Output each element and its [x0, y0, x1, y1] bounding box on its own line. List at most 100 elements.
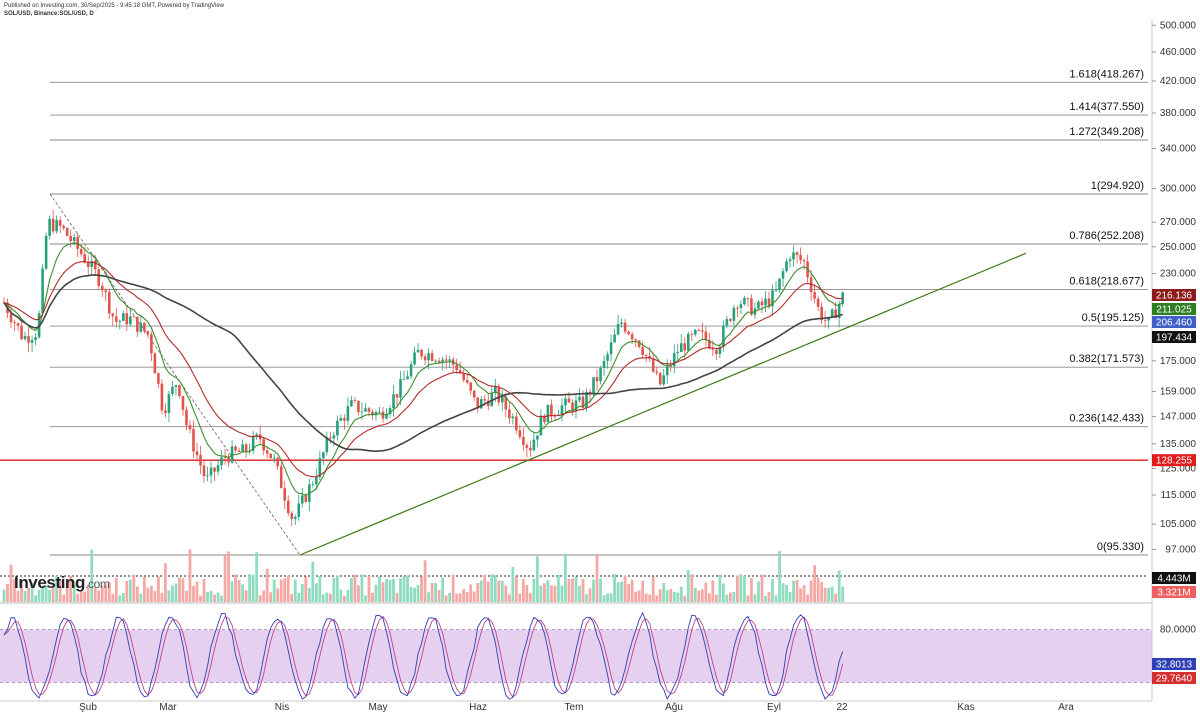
candle-body	[599, 367, 602, 382]
candle-body	[679, 343, 683, 352]
candle-body	[609, 342, 613, 355]
volume-bar	[272, 579, 276, 602]
volume-bar	[423, 560, 427, 602]
volume-bar	[507, 594, 511, 602]
stochastic-tag-bg	[1152, 658, 1196, 670]
candle-body	[448, 359, 451, 361]
candle-body	[602, 360, 606, 368]
candle-body	[150, 334, 153, 354]
candle-body	[658, 372, 662, 385]
candle-body	[458, 370, 462, 374]
trendline-group	[299, 252, 1027, 556]
candle-body	[676, 351, 680, 354]
candle-body	[655, 371, 658, 373]
volume-bar	[616, 582, 620, 602]
candle-body	[795, 252, 799, 255]
candle-body	[750, 298, 753, 315]
time-tick-label: Ağu	[665, 702, 683, 713]
candle-body	[623, 322, 627, 332]
candle-body	[9, 313, 13, 323]
candle-body	[367, 408, 371, 412]
candle-body	[72, 237, 76, 242]
volume-bar	[462, 589, 466, 602]
volume-bar	[581, 578, 585, 602]
candle-body	[297, 503, 301, 517]
candle-body	[627, 331, 630, 335]
volume-bar	[244, 590, 248, 602]
candle-body	[181, 396, 185, 410]
candle-body	[76, 237, 79, 249]
volume-bar	[802, 585, 806, 602]
candle-body	[339, 417, 343, 421]
volume-bar	[613, 574, 616, 602]
candle-body	[318, 458, 322, 478]
candle-body	[13, 322, 16, 324]
candle-body	[350, 400, 353, 407]
candle-body	[220, 457, 223, 466]
candle-body	[743, 297, 746, 305]
candle-body	[581, 396, 585, 408]
candlestick-series	[2, 210, 844, 527]
volume-bar	[55, 575, 59, 602]
candle-body	[504, 396, 508, 410]
volume-bar	[567, 579, 571, 602]
volume-bar	[806, 594, 809, 602]
candle-body	[395, 394, 399, 398]
candle-body	[136, 316, 139, 332]
fib-level-label: 0.786(252.208)	[1069, 230, 1144, 242]
candle-body	[30, 339, 34, 343]
candle-body	[227, 457, 230, 463]
time-tick-label: May	[369, 702, 388, 713]
ema-fast-line	[3, 242, 844, 497]
volume-bar	[353, 574, 357, 602]
price-tag: 206.460	[1156, 318, 1193, 329]
volume-bar	[434, 583, 438, 602]
candle-body	[746, 297, 750, 299]
candle-body	[139, 322, 143, 332]
candle-body	[304, 495, 308, 502]
volume-bar	[192, 585, 195, 602]
candle-body	[430, 353, 434, 361]
volume-bar	[700, 589, 704, 602]
price-tag: 197.434	[1156, 333, 1193, 344]
volume-bar	[178, 577, 181, 602]
volume-bar	[792, 580, 795, 602]
volume-bar	[644, 593, 648, 602]
fib-level-label: 0.236(142.433)	[1069, 413, 1144, 425]
candle-body	[564, 398, 567, 406]
volume-bar	[564, 553, 567, 602]
volume-bar	[227, 551, 230, 602]
candle-body	[834, 309, 837, 318]
volume-bar	[86, 584, 90, 602]
volume-bar	[367, 575, 371, 602]
price-tag-bg	[1152, 331, 1196, 343]
candle-body	[455, 364, 458, 371]
volume-bar	[328, 593, 332, 602]
stochastic-tick-label: 80.0000	[1160, 625, 1197, 636]
volume-bar	[149, 585, 153, 602]
volume-bar	[72, 584, 76, 602]
candle-body	[462, 373, 465, 380]
candle-body	[90, 260, 94, 267]
candle-body	[107, 291, 111, 314]
volume-bar	[304, 576, 308, 602]
candle-body	[188, 425, 192, 430]
candle-body	[444, 359, 448, 361]
fibonacci-levels: 1.618(418.267) 1.414(377.550) 1.272(349.20…	[0, 68, 1148, 556]
volume-bar	[111, 594, 115, 602]
volume-bar	[62, 594, 66, 602]
candle-body	[813, 292, 816, 299]
candle-body	[529, 447, 532, 451]
candle-body	[311, 484, 315, 486]
candle-body	[290, 513, 294, 520]
volume-bar	[620, 581, 624, 602]
volume-bar	[476, 583, 480, 602]
candle-body	[192, 429, 195, 452]
volume-bar	[314, 583, 318, 602]
candle-body	[781, 271, 785, 279]
volume-bar	[350, 578, 353, 602]
candle-body	[508, 409, 511, 419]
candle-body	[41, 268, 44, 314]
volume-bar	[223, 555, 227, 602]
